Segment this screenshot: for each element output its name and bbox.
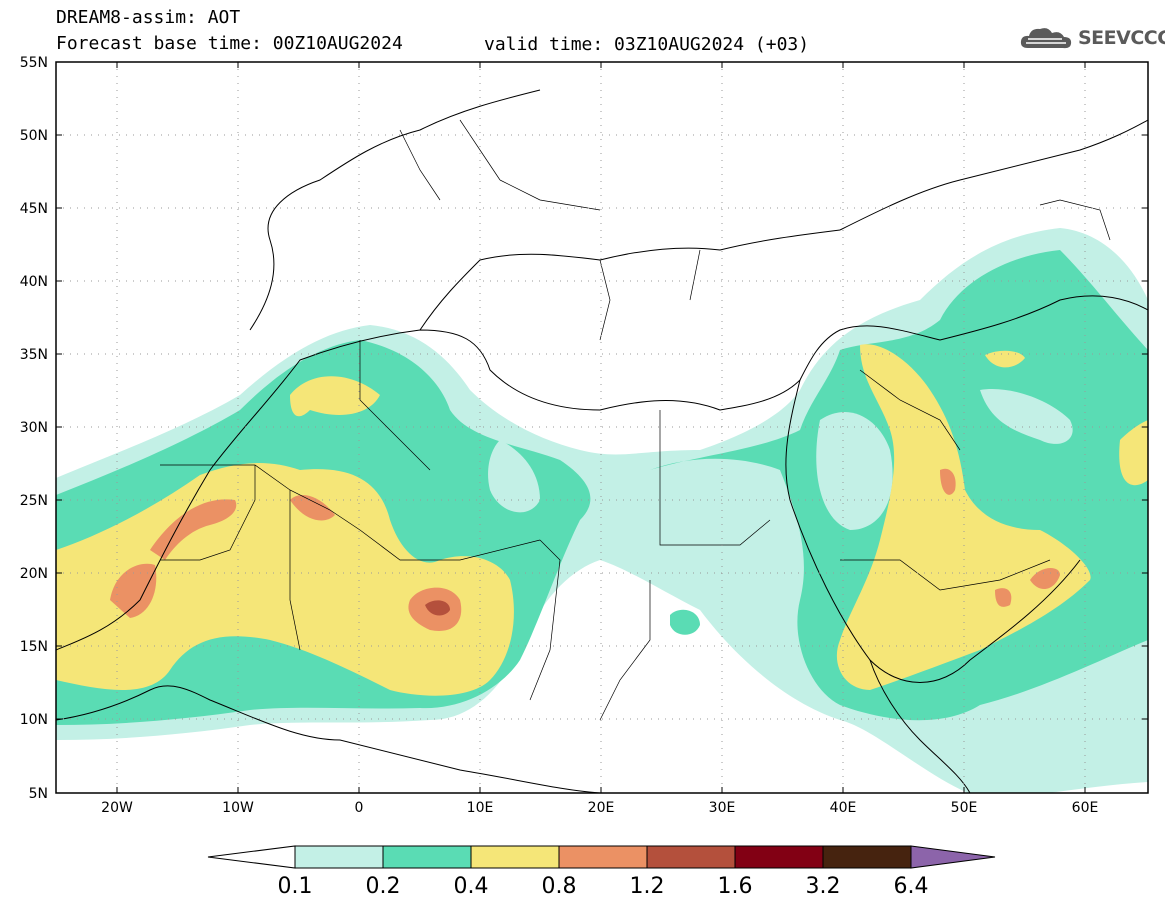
colorbar-swatch [558,845,648,869]
lat-label: 30N [20,420,48,436]
coastlines [56,89,1148,793]
lat-labels: 55N 50N 45N 40N 35N 30N 25N 20N 15N 10N … [20,55,48,802]
colorbar-label: 1.2 [630,874,665,899]
lon-labels: 20W 10W 0 10E 20E 30E 40E 50E 60E [101,800,1098,816]
model-title: DREAM8-assim: AOT [56,7,241,28]
lon-label: 20E [588,800,615,816]
colorbar-label: 0.8 [542,874,577,899]
base-time-label: Forecast base time: 00Z10AUG2024 [56,33,403,54]
colorbar-swatch [822,845,912,869]
lat-label: 55N [20,55,48,71]
lat-label: 40N [20,274,48,290]
colorbar-under-arrow [207,845,296,869]
colorbar-label: 3.2 [806,874,841,899]
country-borders [160,119,1111,721]
lat-label: 20N [20,566,48,582]
lat-label: 10N [20,712,48,728]
colorbar-swatch [294,845,384,869]
lon-label: 10W [222,800,254,816]
colorbar-label: 0.1 [278,874,313,899]
gridlines [56,62,1148,793]
aot-level-0.1-inner [488,389,1073,530]
lon-label: 60E [1072,800,1099,816]
colorbar-label: 0.4 [454,874,489,899]
lat-label: 35N [20,347,48,363]
colorbar: 0.1 0.2 0.4 0.8 1.2 1.6 3.2 6.4 [207,845,996,899]
colorbar-label: 1.6 [718,874,753,899]
logo-text: SEEVCCC [1078,27,1165,49]
lat-label: 45N [20,201,48,217]
colorbar-swatch [470,845,560,869]
lat-label: 25N [20,493,48,509]
lon-label: 40E [830,800,857,816]
lon-label: 30E [709,800,736,816]
colorbar-swatch [646,845,736,869]
lon-label: 20W [101,800,133,816]
lon-label: 0 [355,800,364,816]
lat-label: 15N [20,639,48,655]
seevccc-logo: SEEVCCC [1018,24,1165,52]
aot-field [56,228,1148,793]
cloud-icon [1020,28,1072,49]
colorbar-over-arrow [910,845,996,869]
lon-label: 10E [467,800,494,816]
lat-label: 5N [29,786,48,802]
colorbar-label: 6.4 [894,874,929,899]
aot-level-1.2 [425,600,450,616]
axis-ticks [56,61,1148,794]
aot-level-0.8 [110,468,1060,631]
colorbar-label: 0.2 [366,874,401,899]
lat-label: 50N [20,128,48,144]
colorbar-swatch [734,845,824,869]
valid-time-label: valid time: 03Z10AUG2024 (+03) [484,34,810,55]
colorbar-swatch [382,845,472,869]
lon-label: 50E [951,800,978,816]
